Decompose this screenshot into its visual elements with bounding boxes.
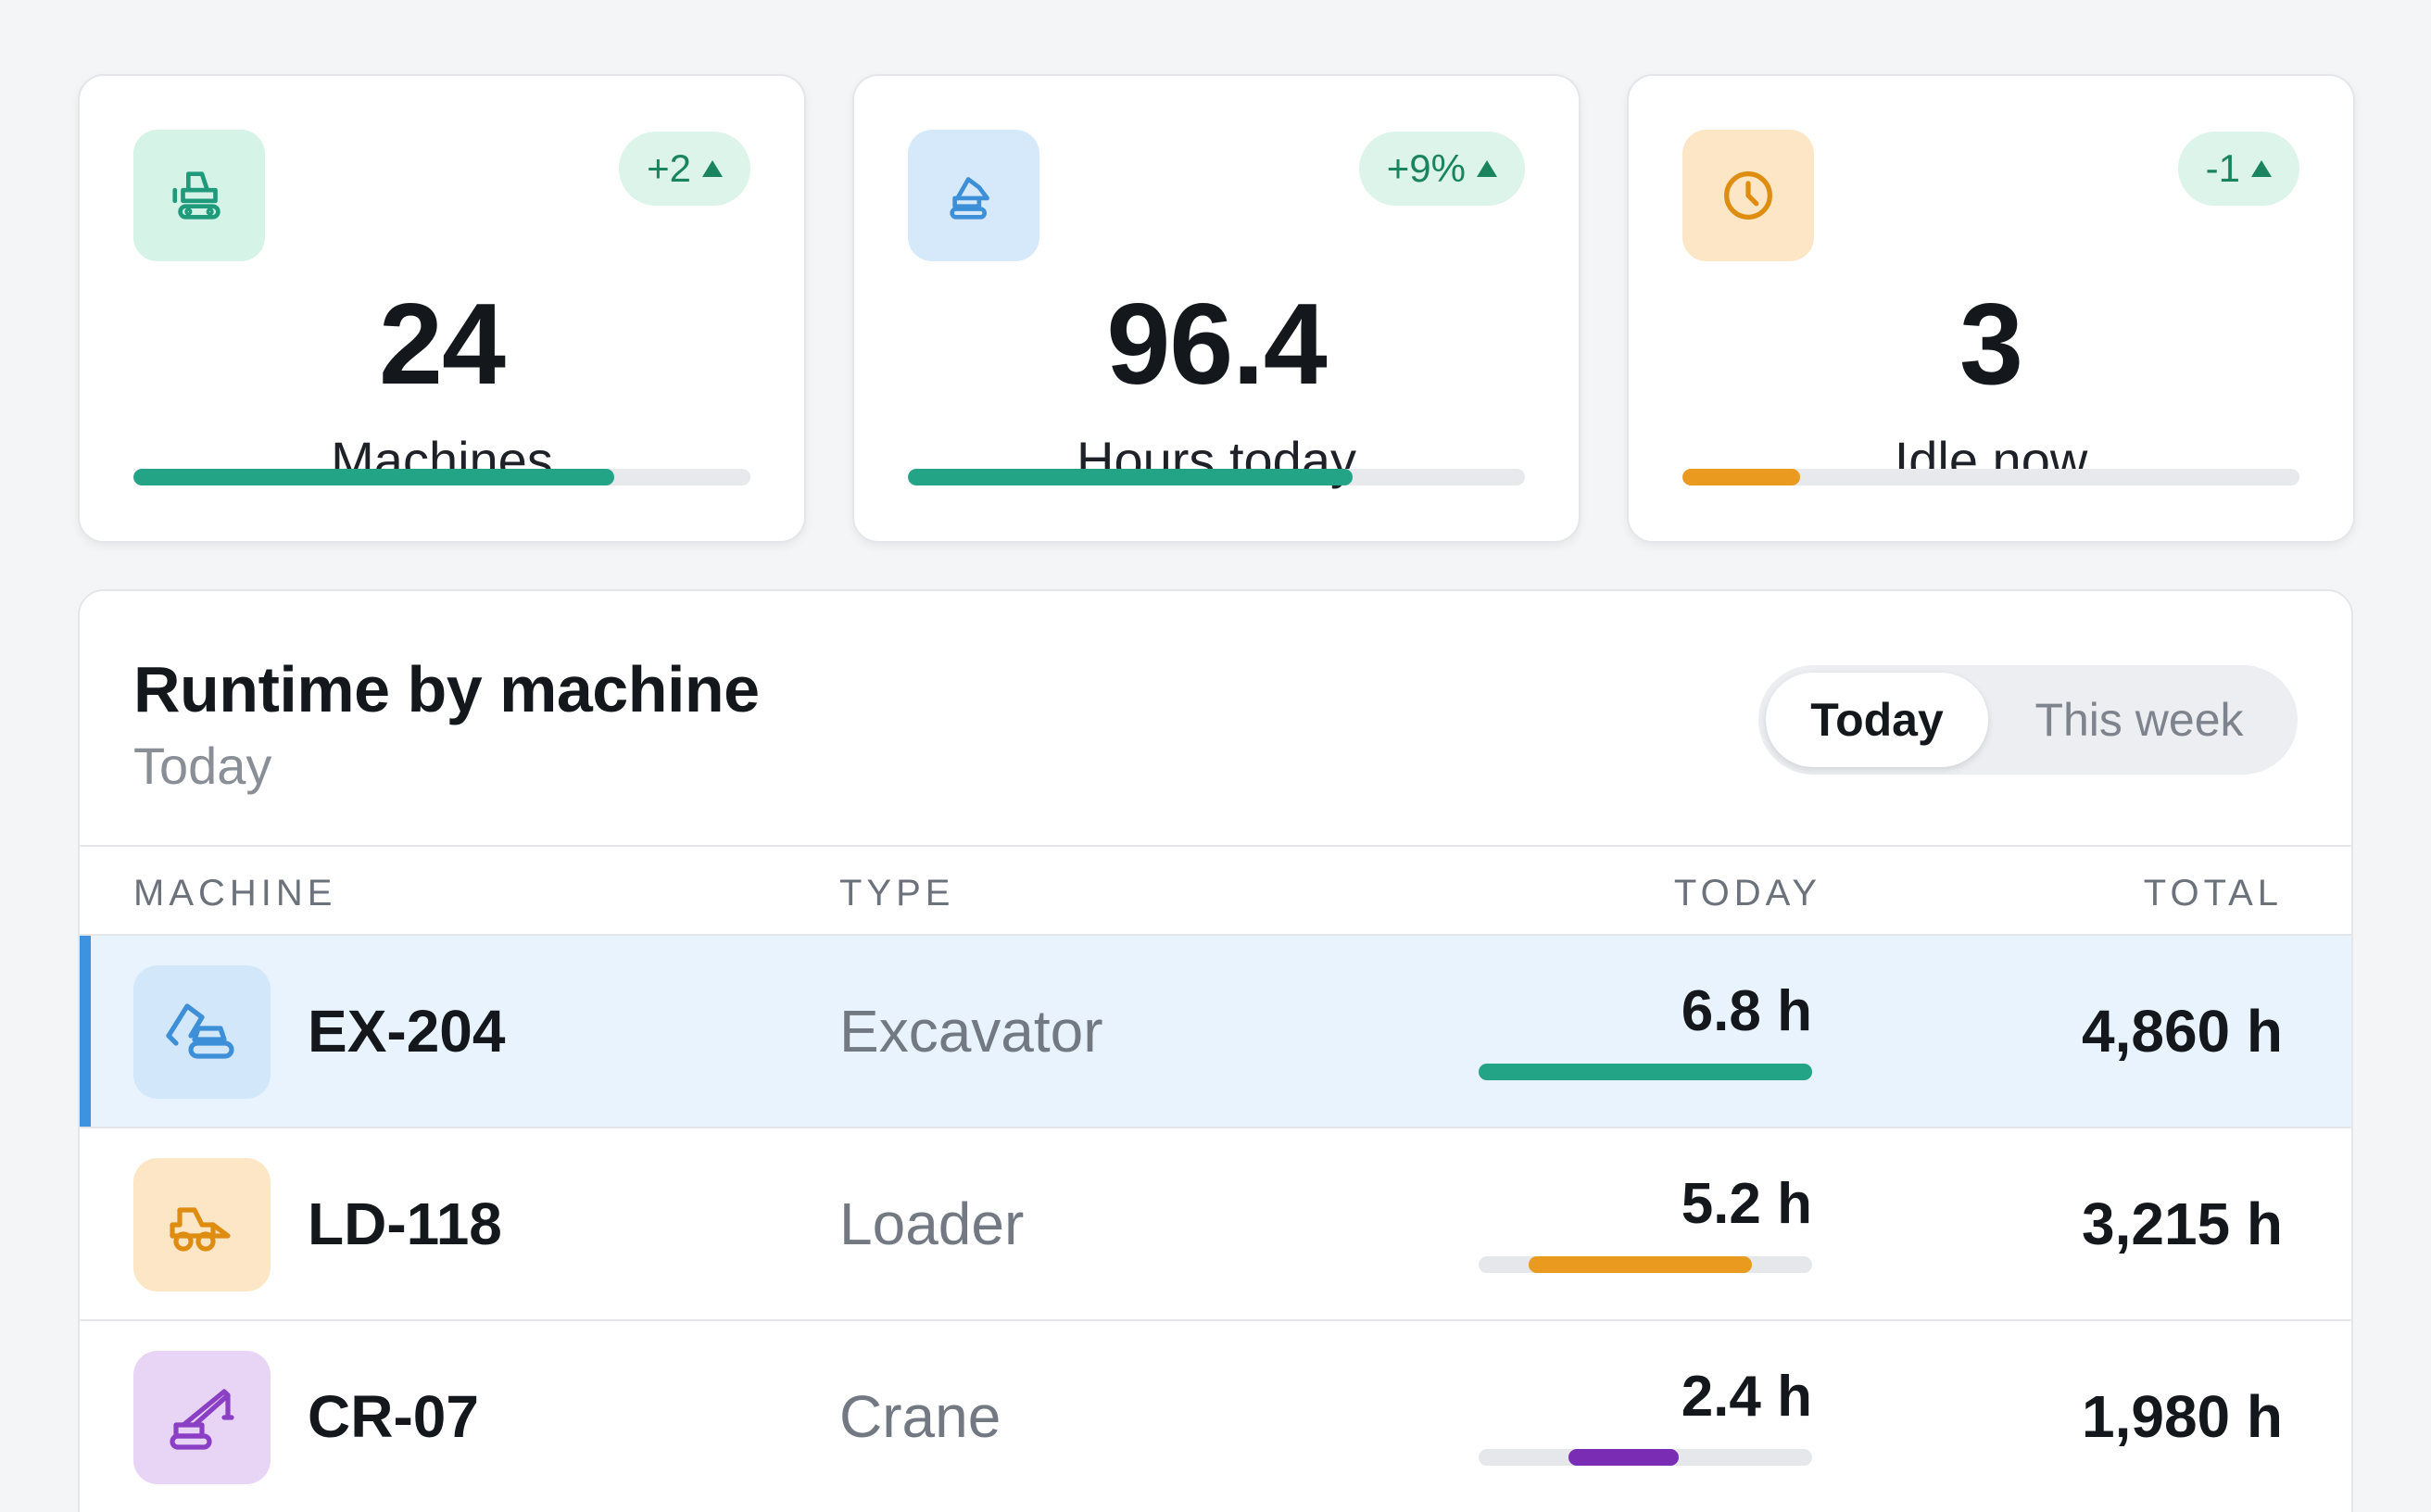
runtime-panel: Runtime by machine Today Today This week… <box>78 589 2353 1512</box>
kpi-value: 24 <box>379 281 506 409</box>
kpi-row: +2 24 Machines +9% 96.4 Hours today <box>78 74 2355 543</box>
column-header-machine[interactable]: MACHINE <box>133 873 337 914</box>
panel-title: Runtime by machine <box>133 653 760 725</box>
runtime-today: 6.8 h <box>1681 979 1812 1043</box>
kpi-progress-fill <box>1682 469 1800 485</box>
delta-badge: +2 <box>619 132 750 206</box>
dozer-icon <box>133 130 265 261</box>
period-toggle: Today This week <box>1758 665 2298 775</box>
kpi-progress-bar <box>908 469 1525 485</box>
runtime-today: 5.2 h <box>1681 1172 1812 1236</box>
machine-id: CR-07 <box>308 1383 479 1450</box>
kpi-progress-fill <box>908 469 1353 485</box>
table-row[interactable]: LD-118 Loader 5.2 h 3,215 h <box>80 1128 2351 1321</box>
panel-subtitle: Today <box>133 737 272 795</box>
toggle-today[interactable]: Today <box>1766 673 1988 767</box>
runtime-total: 1,980 h <box>2081 1383 2283 1450</box>
excavator-icon <box>908 130 1039 261</box>
arrow-up-icon <box>1477 160 1497 177</box>
table-row[interactable]: EX-204 Excavator 6.8 h 4,860 h <box>80 936 2351 1128</box>
column-header-today[interactable]: TODAY <box>1673 873 1821 914</box>
runtime-total: 4,860 h <box>2081 998 2283 1065</box>
kpi-card-hours[interactable]: +9% 96.4 Hours today <box>852 74 1581 543</box>
runtime-bar <box>1479 1256 1812 1273</box>
machine-type: Loader <box>839 1191 1025 1257</box>
runtime-bar-fill <box>1529 1256 1753 1273</box>
delta-badge: +9% <box>1358 132 1525 206</box>
kpi-card-idle[interactable]: -1 3 Idle now <box>1627 74 2355 543</box>
runtime-bar-fill <box>1568 1449 1679 1466</box>
column-header-type[interactable]: TYPE <box>839 873 955 914</box>
column-header-total[interactable]: TOTAL <box>2143 873 2283 914</box>
loader-icon <box>133 1158 271 1292</box>
runtime-bar <box>1479 1449 1812 1466</box>
runtime-table: MACHINE TYPE TODAY TOTAL EX-204 Excavato… <box>80 845 2351 1512</box>
kpi-progress-bar <box>1682 469 2299 485</box>
clock-icon <box>1682 130 1814 261</box>
machine-id: LD-118 <box>308 1191 502 1257</box>
delta-value: +9% <box>1386 146 1466 190</box>
delta-badge: -1 <box>2177 132 2299 206</box>
excavator-icon <box>133 965 271 1099</box>
kpi-value: 96.4 <box>1106 281 1327 409</box>
machine-type: Crane <box>839 1383 1001 1450</box>
table-row[interactable]: CR-07 Crane 2.4 h 1,980 h <box>80 1321 2351 1512</box>
crane-icon <box>133 1351 271 1484</box>
toggle-this-week[interactable]: This week <box>2034 694 2244 746</box>
kpi-card-machines[interactable]: +2 24 Machines <box>78 74 806 543</box>
machine-type: Excavator <box>839 998 1103 1065</box>
arrow-up-icon <box>2251 160 2272 177</box>
machine-id: EX-204 <box>308 998 506 1065</box>
runtime-bar <box>1479 1064 1812 1080</box>
runtime-bar-fill <box>1479 1064 1812 1080</box>
runtime-total: 3,215 h <box>2081 1191 2283 1257</box>
delta-value: -1 <box>2205 146 2240 190</box>
delta-value: +2 <box>647 146 691 190</box>
runtime-today: 2.4 h <box>1681 1365 1812 1429</box>
table-header: MACHINE TYPE TODAY TOTAL <box>80 845 2351 936</box>
kpi-progress-fill <box>133 469 615 485</box>
kpi-value: 3 <box>1959 281 2023 409</box>
arrow-up-icon <box>702 160 723 177</box>
kpi-progress-bar <box>133 469 750 485</box>
